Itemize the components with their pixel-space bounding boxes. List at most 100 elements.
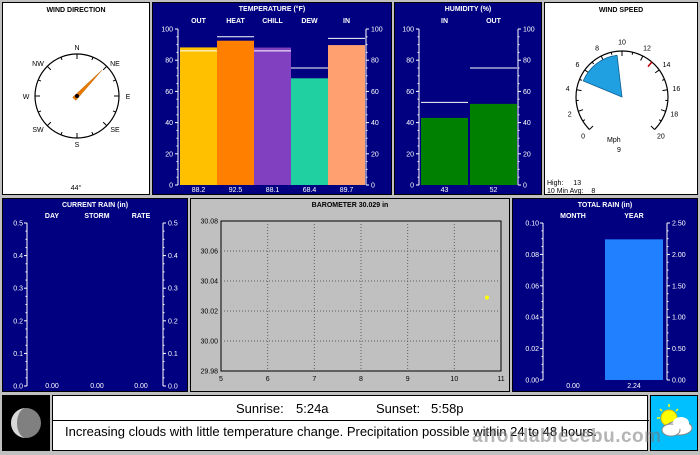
watermark: affordablecebu.com: [472, 426, 662, 448]
gauge-tick-label: 14: [663, 62, 671, 69]
compass-se: SE: [110, 127, 120, 134]
baro-x-tick: 11: [497, 376, 504, 383]
axis-tick-left: 60: [165, 89, 173, 96]
axis-tick-left: 0.06: [525, 283, 539, 290]
wind-high-value: 13: [573, 180, 581, 187]
wind-speed-title: WIND SPEED: [545, 7, 697, 14]
baro-x-tick: 7: [312, 376, 316, 383]
gauge-tick-label: 8: [595, 45, 599, 52]
gauge-tick-label: 4: [566, 86, 570, 93]
gauge-tick-label: 0: [581, 133, 585, 140]
bar-out: [470, 104, 517, 185]
axis-tick-left: 80: [406, 58, 414, 65]
axis-tick-right: 100: [371, 27, 383, 34]
axis-tick-right: 20: [371, 151, 379, 158]
baro-y-tick: 30.04: [200, 279, 218, 286]
axis-tick-right: 2.50: [672, 221, 686, 228]
axis-tick-right: 1.50: [672, 283, 686, 290]
axis-tick-right: 1.00: [672, 315, 686, 322]
bar-heat: [217, 41, 254, 185]
sunset-label: Sunset:: [376, 401, 420, 416]
axis-tick-left: 0.04: [525, 315, 539, 322]
sunset-value: 5:58p: [431, 401, 464, 416]
column-value: 0.00: [566, 383, 580, 390]
column-value: 0.00: [134, 383, 148, 390]
gauge-tick-label: 16: [672, 86, 680, 93]
axis-tick-right: 80: [371, 58, 379, 65]
column-label: DAY: [45, 213, 59, 220]
bar-in: [421, 118, 468, 185]
axis-tick-right: 80: [523, 58, 531, 65]
axis-tick-left: 0.4: [13, 253, 23, 260]
gauge-tick-label: 2: [568, 111, 572, 118]
axis-tick-left: 60: [406, 89, 414, 96]
axis-tick-right: 20: [523, 151, 531, 158]
axis-tick-left: 40: [406, 120, 414, 127]
axis-tick-right: 60: [371, 89, 379, 96]
axis-tick-left: 0.1: [13, 351, 23, 358]
moon-phase-panel: [2, 395, 50, 451]
axis-tick-left: 0.00: [525, 378, 539, 385]
bar-label: HEAT: [226, 18, 245, 25]
column-label: YEAR: [624, 213, 643, 220]
baro-x-tick: 6: [266, 376, 270, 383]
baro-y-tick: 30.06: [200, 249, 218, 256]
baro-x-tick: 5: [219, 376, 223, 383]
bar-dew: [291, 78, 328, 185]
bar-value: 89.7: [340, 187, 354, 194]
baro-y-tick: 30.08: [200, 219, 218, 226]
bar-in: [328, 45, 365, 185]
axis-tick-right: 0: [523, 183, 527, 190]
wind-high-label: High:: [547, 180, 563, 187]
sunrise-value: 5:24a: [296, 401, 329, 416]
axis-tick-right: 0.3: [168, 286, 178, 293]
axis-tick-right: 0.5: [168, 221, 178, 228]
wind-speed-value: 9: [617, 147, 621, 154]
axis-tick-left: 40: [165, 120, 173, 127]
bar-chill: [254, 48, 291, 185]
bar-label: OUT: [486, 18, 502, 25]
wind-high: High: 13: [547, 180, 581, 187]
bar-label: OUT: [191, 18, 207, 25]
bar-value: 92.5: [229, 187, 243, 194]
baro-y-tick: 30.00: [200, 339, 218, 346]
baro-point: [485, 296, 489, 300]
axis-tick-right: 0.0: [168, 384, 178, 391]
gauge-high-marker: [648, 62, 652, 67]
bar-label: DEW: [301, 18, 318, 25]
bar-value: 88.2: [192, 187, 206, 194]
axis-tick-right: 0.1: [168, 351, 178, 358]
axis-tick-right: 0.50: [672, 346, 686, 353]
column-label: MONTH: [560, 213, 586, 220]
axis-tick-left: 0: [410, 183, 414, 190]
axis-tick-right: 0.2: [168, 318, 178, 325]
moon-phase-icon: [3, 396, 49, 450]
compass-w: W: [23, 94, 30, 101]
compass-ne: NE: [110, 61, 120, 68]
axis-tick-left: 0: [169, 183, 173, 190]
wind-direction-title: WIND DIRECTION: [3, 7, 149, 14]
wind-avg-label: 10 Min Avg:: [547, 188, 583, 195]
axis-tick-left: 0.3: [13, 286, 23, 293]
axis-tick-left: 0.2: [13, 318, 23, 325]
gauge-tick-label: 10: [618, 40, 626, 47]
axis-tick-right: 100: [523, 27, 535, 34]
axis-tick-left: 0.08: [525, 252, 539, 259]
compass: N NE E SE S SW W NW: [3, 17, 149, 187]
baro-x-tick: 9: [406, 376, 410, 383]
axis-tick-left: 20: [406, 151, 414, 158]
axis-tick-left: 100: [402, 27, 414, 34]
axis-tick-right: 0.00: [672, 378, 686, 385]
wind-avg: 10 Min Avg: 8: [547, 188, 595, 195]
baro-x-tick: 10: [450, 376, 458, 383]
axis-tick-right: 2.00: [672, 252, 686, 259]
